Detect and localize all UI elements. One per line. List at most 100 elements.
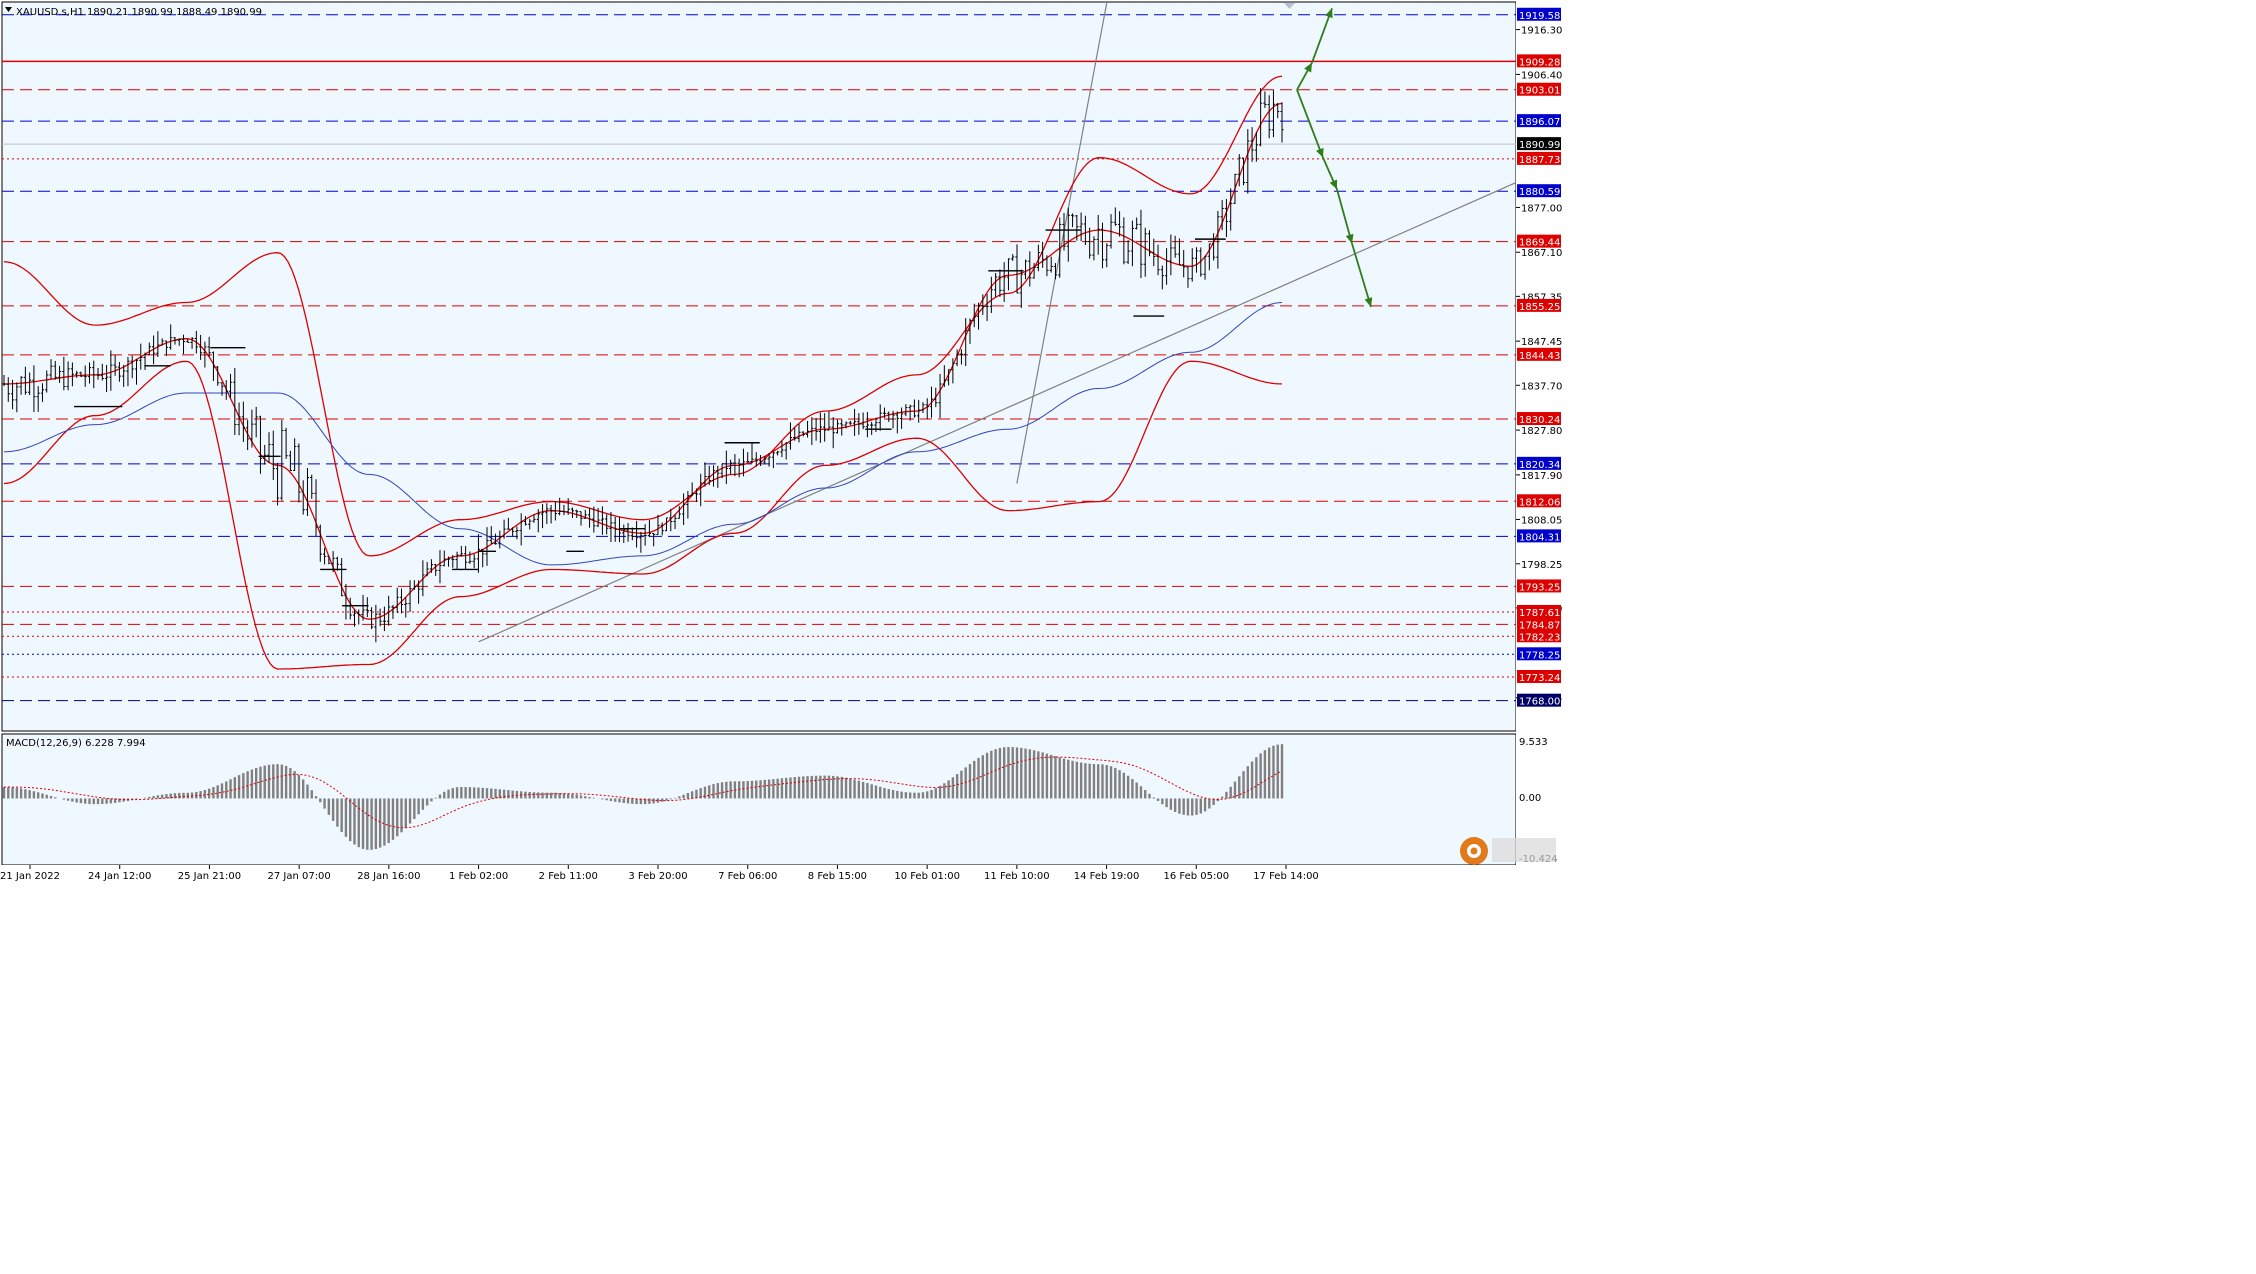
level-tag-label: 1793.25	[1519, 582, 1560, 593]
level-tag[interactable]	[1517, 604, 1561, 618]
time-tick-label: 11 Feb 10:00	[984, 871, 1050, 882]
level-tag-label: 1844.43	[1519, 351, 1560, 362]
time-tick-label: 16 Feb 05:00	[1163, 871, 1229, 882]
shift-marker-icon[interactable]	[1284, 3, 1295, 9]
projection-arrows	[1296, 8, 1373, 308]
level-tag[interactable]	[1517, 617, 1561, 631]
trendlines	[478, 0, 1516, 643]
level-tag-label: 1778.25	[1519, 650, 1560, 661]
projection-down-arrow[interactable]	[1351, 243, 1372, 308]
macd-scale-max: 9.533	[1519, 737, 1548, 748]
level-tag-label: 1880.59	[1519, 187, 1560, 198]
time-tick-label: 17 Feb 14:00	[1253, 871, 1319, 882]
projection-down-arrow-head	[1364, 297, 1373, 307]
level-tag[interactable]	[1517, 184, 1561, 198]
level-tag-label: 1909.28	[1519, 57, 1560, 68]
projection-down-arrow[interactable]	[1296, 89, 1324, 158]
band-upper-line	[3, 75, 1283, 557]
projection-down-arrow[interactable]	[1336, 189, 1353, 244]
main-plot-area[interactable]	[1, 1, 1517, 732]
projection-down-arrow-head	[1316, 147, 1324, 158]
time-tick-label: 1 Feb 02:00	[449, 871, 508, 882]
price-tick-label: 1798.25	[1521, 560, 1562, 571]
price-bars	[2, 87, 1284, 643]
projection-down-arrow-head	[1329, 179, 1338, 190]
level-tag[interactable]	[1517, 412, 1561, 426]
time-tick-label: 24 Jan 12:00	[88, 871, 151, 882]
level-tag-label: 1890.99	[1519, 140, 1560, 151]
price-tick-label: 1857.35	[1521, 292, 1562, 303]
level-tag-label: 1869.44	[1519, 238, 1560, 249]
level-tag-label: 1787.61	[1519, 608, 1560, 619]
level-tag[interactable]	[1517, 7, 1561, 21]
collapse-triangle-icon[interactable]	[5, 7, 12, 12]
horizontal-levels	[2, 14, 1516, 702]
level-tag[interactable]	[1517, 298, 1561, 312]
trendline[interactable]	[1016, 0, 1516, 484]
price-axis-panel	[1516, 0, 1567, 885]
level-tag-label: 1820.34	[1519, 460, 1560, 471]
macd-label: MACD(12,26,9) 6.228 7.994	[6, 738, 146, 749]
level-tag[interactable]	[1517, 647, 1561, 661]
time-tick-label: 14 Feb 19:00	[1074, 871, 1140, 882]
trendline[interactable]	[478, 181, 1516, 643]
level-tag-label: 1887.73	[1519, 155, 1560, 166]
macd-signal-line	[4, 756, 1283, 829]
level-tag[interactable]	[1517, 347, 1561, 361]
price-tick-label: 1867.10	[1521, 248, 1562, 259]
projection-up-arrow-head	[1304, 62, 1312, 73]
price-tick-label: 1817.90	[1521, 471, 1562, 482]
time-tick-label: 25 Jan 21:00	[178, 871, 241, 882]
level-tag[interactable]	[1517, 82, 1561, 96]
projection-down-arrow-head	[1345, 233, 1354, 244]
time-axis-panel	[0, 865, 1516, 885]
level-tag[interactable]	[1517, 669, 1561, 683]
price-tick-label: 1877.00	[1521, 203, 1562, 214]
chart-terminal[interactable]: 1916.30 1906.40 1877.00 1867.10 1857.35 1847.…	[0, 0, 1567, 885]
level-tag-label: 1804.31	[1519, 532, 1560, 543]
support-resistance-marks	[73, 229, 1226, 607]
level-tag[interactable]	[1517, 529, 1561, 543]
price-tick-label: 1847.45	[1521, 337, 1562, 348]
time-tick-label: 7 Feb 06:00	[718, 871, 777, 882]
level-tag[interactable]	[1517, 151, 1561, 165]
time-tick-label: 21 Jan 2022	[0, 871, 60, 882]
moving-average-line	[3, 302, 1283, 566]
time-tick-label: 28 Jan 16:00	[357, 871, 420, 882]
price-chart[interactable]: 1916.30 1906.40 1877.00 1867.10 1857.35 1847.…	[0, 0, 1567, 885]
level-tag-label: 1768.00	[1519, 697, 1560, 708]
level-tag-label: 1903.01	[1519, 86, 1560, 97]
time-tick-label: 2 Feb 11:00	[539, 871, 598, 882]
level-tag[interactable]	[1517, 137, 1561, 151]
level-tag[interactable]	[1517, 629, 1561, 643]
price-tick-label: 1837.70	[1521, 381, 1562, 392]
level-tag[interactable]	[1517, 234, 1561, 248]
level-tag-label: 1784.87	[1519, 620, 1560, 631]
price-tick-label: 1916.30	[1521, 26, 1562, 37]
level-tag[interactable]	[1517, 114, 1561, 128]
projection-up-arrow[interactable]	[1311, 8, 1333, 63]
level-tag[interactable]	[1517, 54, 1561, 68]
level-tag-label: 1896.07	[1519, 117, 1560, 128]
logo-watermark	[1460, 837, 1556, 865]
logo-dot-icon	[1470, 847, 1478, 855]
band-middle-line	[4, 102, 1283, 620]
level-tag[interactable]	[1517, 494, 1561, 508]
price-tick-label: 1827.80	[1521, 426, 1562, 437]
level-tag-label: 1919.58	[1519, 11, 1560, 22]
level-tag[interactable]	[1517, 456, 1561, 470]
indicator-bands	[3, 75, 1283, 670]
macd-scale-zero: 0.00	[1519, 793, 1541, 804]
level-tag-label: 1782.23	[1519, 632, 1560, 643]
time-axis-labels: 21 Jan 2022 24 Jan 12:00 25 Jan 21:00 27 Ja…	[0, 865, 1319, 882]
symbol-header: XAUUSD.s,H1 1890.21 1890.99 1888.49 1890…	[16, 7, 262, 18]
level-tag-label: 1773.24	[1519, 673, 1560, 684]
time-tick-label: 10 Feb 01:00	[894, 871, 960, 882]
time-tick-label: 8 Feb 15:00	[808, 871, 867, 882]
price-tick-label: 1808.05	[1521, 515, 1562, 526]
level-tag[interactable]	[1517, 693, 1561, 707]
band-lower-line	[3, 360, 1283, 670]
time-tick-label: 3 Feb 20:00	[628, 871, 687, 882]
macd-plot-area[interactable]	[1, 733, 1517, 866]
level-tag[interactable]	[1517, 579, 1561, 593]
